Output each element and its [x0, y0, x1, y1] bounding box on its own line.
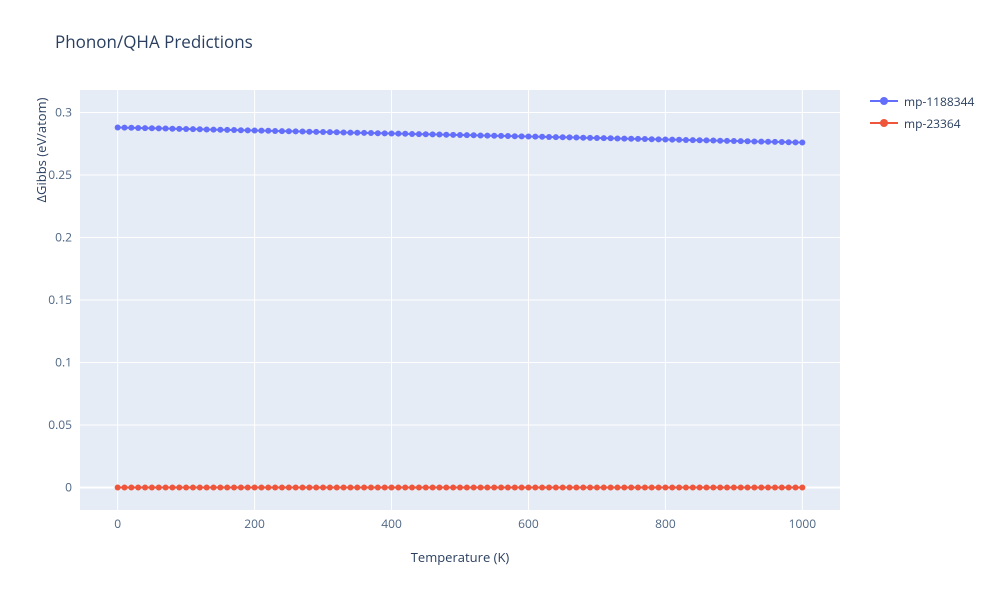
svg-text:600: 600	[518, 515, 539, 532]
legend-item[interactable]: mp-1188344	[870, 92, 974, 110]
svg-text:0.1: 0.1	[55, 354, 72, 371]
svg-text:0.25: 0.25	[48, 166, 72, 183]
svg-text:1000: 1000	[789, 515, 817, 532]
svg-text:400: 400	[381, 515, 402, 532]
legend-swatch	[870, 117, 898, 129]
svg-text:0: 0	[65, 479, 72, 496]
svg-text:0.15: 0.15	[48, 291, 72, 308]
legend-item[interactable]: mp-23364	[870, 114, 974, 132]
chart-container: Phonon/QHA Predictions 0 200 400 600 800 1000…	[0, 0, 1000, 600]
legend-label: mp-23364	[904, 115, 961, 132]
svg-text:800: 800	[655, 515, 676, 532]
plot-svg[interactable]: 0 200 400 600 800 1000 0 0.05 0.1 0.15 0.2 0.25 0.3	[30, 80, 850, 550]
svg-text:0.2: 0.2	[55, 229, 72, 246]
plot-area: 0200400600800100000.050.10.150.20.250.3	[80, 90, 840, 510]
legend: mp-1188344 mp-23364	[870, 92, 974, 136]
svg-text:0: 0	[114, 515, 121, 532]
y-axis-label: ΔGibbs (eV/atom)	[32, 0, 50, 360]
legend-swatch	[870, 95, 898, 107]
svg-text:200: 200	[244, 515, 265, 532]
svg-text:0.3: 0.3	[55, 104, 72, 121]
legend-label: mp-1188344	[904, 93, 974, 110]
svg-text:0.05: 0.05	[48, 416, 72, 433]
chart-title: Phonon/QHA Predictions	[55, 30, 253, 53]
x-axis-label: Temperature (K)	[80, 548, 840, 566]
